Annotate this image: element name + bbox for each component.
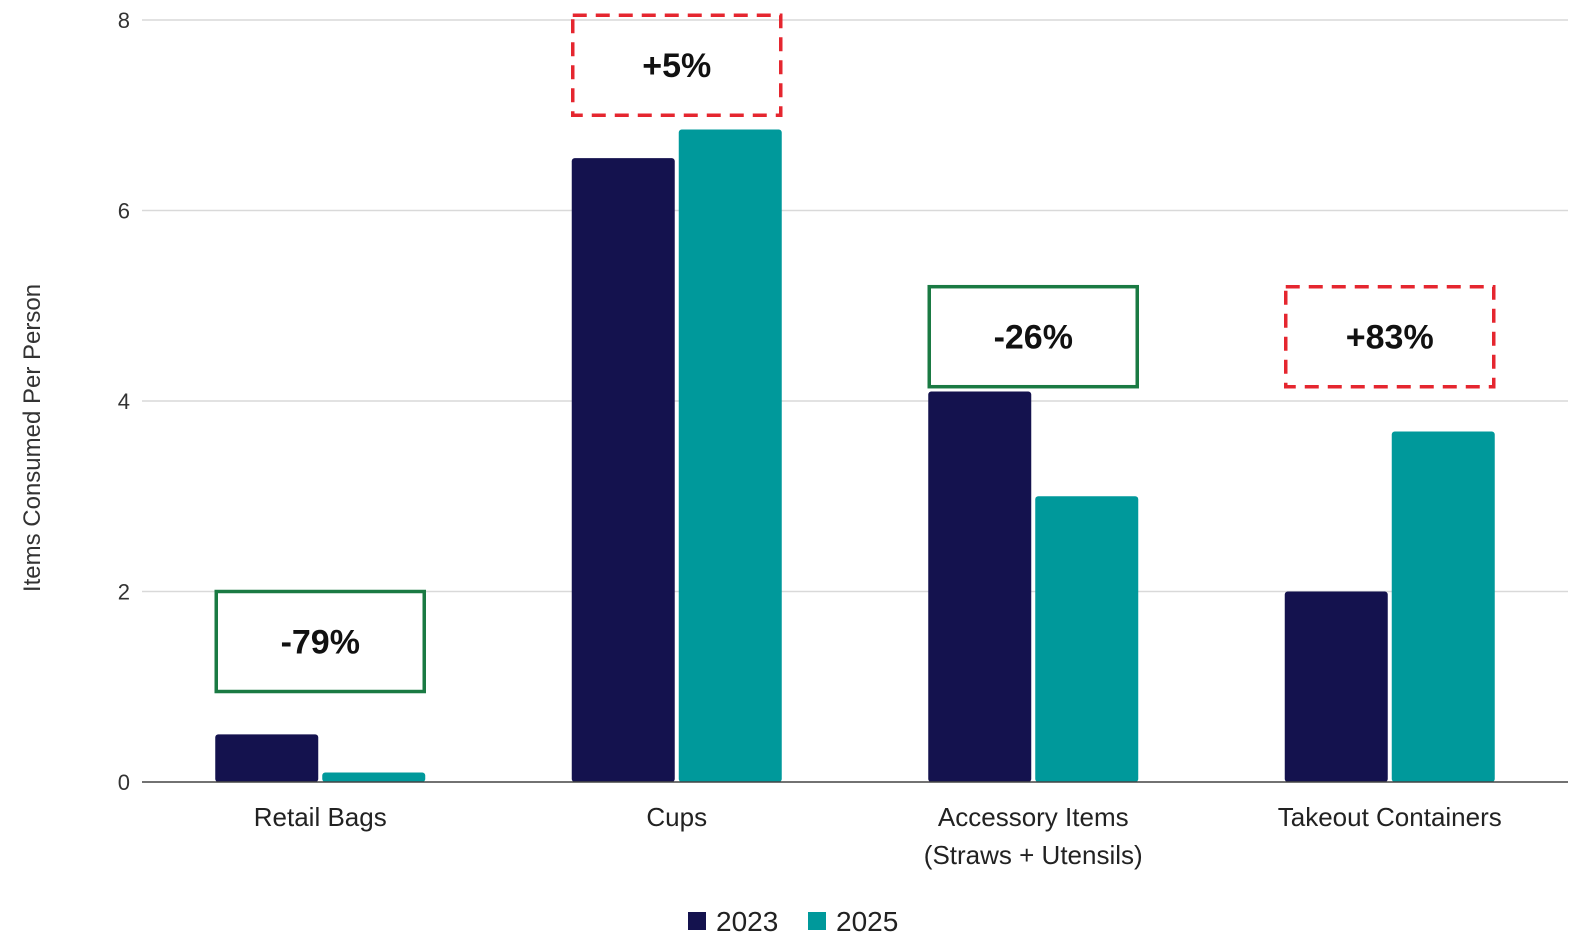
bar-2025-2 [1035,496,1139,782]
x-tick-label: (Straws + Utensils) [924,840,1143,870]
gridlines [142,19,1568,593]
annotation-box [1284,284,1496,389]
x-tick-label: Accessory Items [938,802,1129,832]
y-axis-ticks: 0 2 4 6 8 [118,8,130,795]
category-labels: Retail Bags Cups Accessory Items (Straws + … [254,802,1502,870]
y-tick-label: 8 [118,8,130,33]
legend-label: 2025 [836,906,898,937]
x-tick-label: Retail Bags [254,802,387,832]
bar-2023-0 [215,734,319,782]
annotation-label: -26% [994,319,1073,357]
bar-2023-2 [928,391,1032,782]
y-tick-label: 2 [118,580,130,605]
bar-2025-3 [1391,431,1495,782]
annotation-label: +83% [1346,319,1434,357]
bar-2023-3 [1284,591,1388,782]
bars [215,129,1495,783]
x-tick-label: Cups [646,802,707,832]
annotation-box [927,284,1139,389]
annotation-box [214,589,426,694]
y-tick-label: 0 [118,770,130,795]
y-tick-label: 6 [118,199,130,224]
y-tick-label: 4 [118,389,130,414]
y-axis-label: Items Consumed Per Person [19,284,46,592]
bar-2023-1 [571,158,675,783]
bar-2025-1 [678,129,782,783]
legend: 2023 2025 [688,906,898,937]
annotation-box [571,13,783,117]
bar-2025-0 [322,772,426,782]
annotation-label: -79% [281,624,360,662]
change-annotations: -79% +5% -26% +83% [214,13,1496,694]
legend-swatch-2023 [688,912,706,930]
legend-label: 2023 [716,906,778,937]
legend-swatch-2025 [808,912,826,930]
x-tick-label: Takeout Containers [1278,802,1502,832]
annotation-label: +5% [642,47,711,85]
